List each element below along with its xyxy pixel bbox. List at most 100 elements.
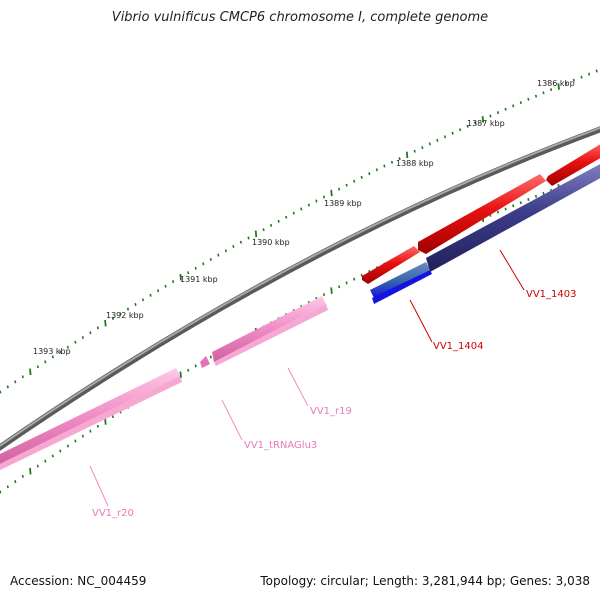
feature-vv1-1403[interactable] [362, 142, 600, 284]
accession-text: Accession: NC_004459 [10, 574, 147, 588]
minor-tick [96, 326, 99, 330]
feature-label-vv1-r20[interactable]: VV1_r20 [92, 508, 134, 519]
minor-tick [277, 219, 280, 223]
feature-vv1-1404[interactable] [370, 262, 432, 304]
minor-tick [44, 360, 47, 364]
feature-label-vv1-1404[interactable]: VV1_1404 [433, 341, 484, 352]
minor-tick [187, 271, 190, 275]
minor-tick [21, 375, 24, 379]
feature-labels: VV1_1403 VV1_1404 VV1_r19 VV1_tRNAGlu3 V… [92, 289, 577, 519]
minor-tick [466, 124, 469, 128]
minor-tick [209, 355, 212, 359]
minor-tick [66, 345, 69, 349]
major-tick [330, 287, 333, 294]
minor-tick [474, 121, 477, 125]
minor-tick [247, 236, 250, 240]
minor-tick [59, 449, 62, 453]
minor-tick [345, 281, 348, 285]
minor-tick [368, 172, 371, 176]
minor-tick [322, 293, 326, 297]
minor-tick [285, 215, 288, 219]
minor-tick [194, 364, 197, 368]
major-tick [104, 418, 107, 425]
tick-label: 1390 kbp [252, 238, 290, 247]
major-tick [29, 467, 32, 475]
minor-tick [262, 228, 265, 232]
minor-tick [360, 175, 363, 179]
minor-tick [527, 198, 530, 201]
minor-tick [172, 280, 175, 284]
minor-tick [459, 128, 462, 132]
feature-vv1-r19[interactable] [212, 296, 328, 366]
minor-tick [187, 368, 190, 372]
minor-tick [534, 194, 538, 198]
minor-tick [588, 72, 591, 76]
feature-label-vv1-r19[interactable]: VV1_r19 [310, 406, 352, 417]
minor-tick [194, 266, 197, 270]
minor-tick [126, 307, 130, 311]
minor-tick [413, 149, 416, 153]
minor-tick [36, 464, 39, 468]
minor-tick [390, 160, 394, 164]
feature-vv1-r20[interactable] [0, 368, 182, 472]
tick-label: 1389 kbp [324, 199, 362, 208]
minor-tick [292, 211, 295, 215]
tick-label: 1393 kbp [33, 347, 71, 356]
tick-label: 1387 kbp [467, 119, 505, 128]
minor-tick [14, 380, 17, 384]
minor-tick [489, 114, 492, 118]
minor-tick [119, 312, 122, 316]
minor-tick [66, 444, 69, 448]
minor-tick [134, 303, 137, 306]
major-tick [29, 368, 32, 376]
minor-tick [542, 191, 545, 195]
minor-tick [595, 69, 598, 73]
minor-tick [307, 203, 310, 207]
minor-tick [322, 195, 326, 199]
minor-tick [21, 474, 24, 478]
minor-tick [81, 336, 84, 339]
minor-tick [375, 168, 378, 172]
minor-tick [141, 298, 145, 302]
minor-tick [96, 424, 99, 428]
chromosome-backbone [0, 126, 600, 451]
minor-tick [232, 245, 235, 248]
minor-tick [451, 131, 454, 135]
minor-tick [353, 179, 356, 183]
minor-tick [217, 253, 220, 257]
minor-tick [0, 390, 2, 394]
minor-tick [6, 385, 9, 389]
minor-tick [496, 111, 500, 115]
minor-tick [398, 157, 401, 161]
minor-tick [14, 480, 17, 484]
minor-tick [360, 273, 363, 277]
minor-tick [59, 350, 62, 354]
minor-tick [542, 91, 545, 95]
tick-label: 1386 kbp [537, 79, 575, 88]
minor-tick [81, 434, 84, 438]
minor-tick [428, 142, 431, 146]
minor-tick [504, 207, 507, 211]
minor-tick [111, 317, 114, 320]
minor-tick [443, 135, 447, 139]
major-tick [405, 151, 409, 159]
feature-leader-lines [89, 249, 525, 507]
feature-vv1-trnaglu3[interactable] [200, 356, 210, 368]
minor-tick [270, 223, 273, 227]
minor-tick [534, 94, 538, 98]
minor-tick [239, 240, 242, 244]
minor-tick [315, 199, 318, 203]
minor-tick [164, 284, 167, 288]
minor-tick [89, 429, 92, 433]
minor-tick [338, 187, 341, 191]
minor-tick [580, 75, 583, 79]
minor-tick [504, 107, 507, 111]
minor-tick [149, 293, 152, 297]
minor-tick [202, 262, 205, 266]
feature-label-vv1-trnaglu3[interactable]: VV1_tRNAGlu3 [244, 440, 317, 451]
minor-tick [338, 285, 341, 289]
minor-tick [157, 289, 160, 293]
feature-label-vv1-1403[interactable]: VV1_1403 [526, 289, 577, 300]
minor-tick [224, 249, 227, 253]
